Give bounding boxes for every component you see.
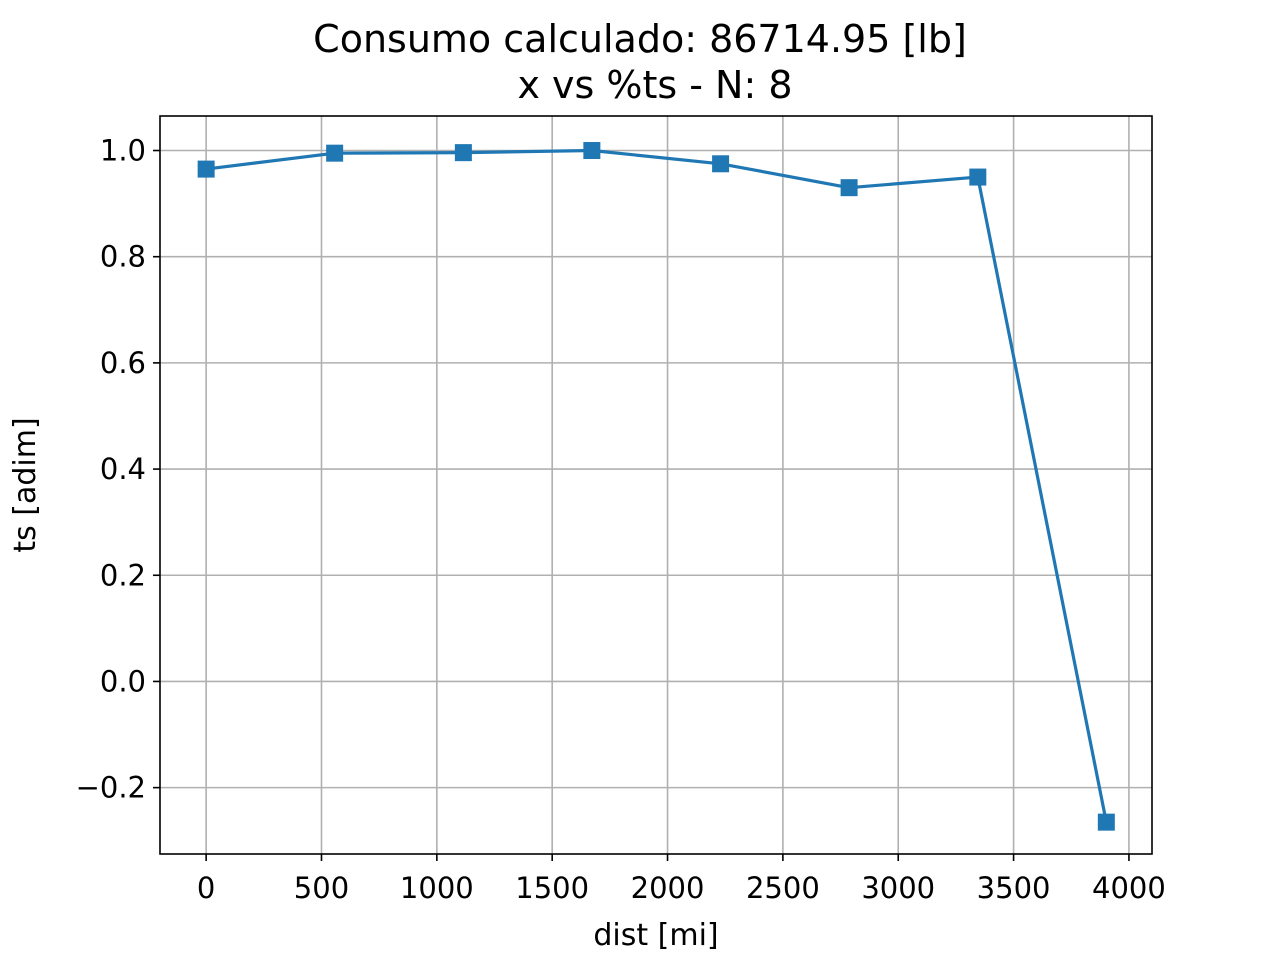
grid-lines [160, 116, 1152, 854]
data-point [969, 168, 987, 186]
y-axis-label: ts [adim] [8, 417, 43, 552]
data-point [454, 144, 472, 162]
x-tick-label: 1500 [515, 871, 589, 905]
x-tick-label: 500 [294, 871, 349, 905]
plot-frame [159, 115, 1153, 855]
axis-ticks: 0 500 1000 1500 2000 2500 3000 3500 4000 −0.2 0.0 0… [76, 134, 1166, 905]
y-tick-label: 0.6 [100, 346, 146, 380]
data-point [197, 160, 215, 178]
y-tick-label: −0.2 [76, 771, 146, 805]
y-tick-label: 0.4 [100, 452, 146, 486]
y-tick-label: 0.2 [100, 558, 146, 592]
x-tick-label: 2500 [746, 871, 820, 905]
x-tick-label: 2000 [631, 871, 705, 905]
x-tick-label: 1000 [400, 871, 474, 905]
y-tick-label: 0.8 [100, 240, 146, 274]
x-tick-label: 4000 [1092, 871, 1166, 905]
data-point [1097, 813, 1115, 831]
chart-title: Consumo calculado: 86714.95 [lb] [313, 17, 967, 61]
data-point [326, 144, 344, 162]
x-axis-label: dist [mi] [593, 918, 718, 953]
data-point [712, 155, 730, 173]
x-tick-label: 0 [197, 871, 215, 905]
data-point [840, 179, 858, 197]
data-series [197, 142, 1115, 831]
x-tick-label: 3500 [977, 871, 1051, 905]
y-tick-label: 0.0 [100, 664, 146, 698]
x-tick-label: 3000 [861, 871, 935, 905]
y-tick-label: 1.0 [100, 134, 146, 168]
series-line [205, 148, 1108, 823]
data-point [583, 142, 601, 160]
chart-subtitle: x vs %ts - N: 8 [517, 63, 792, 107]
